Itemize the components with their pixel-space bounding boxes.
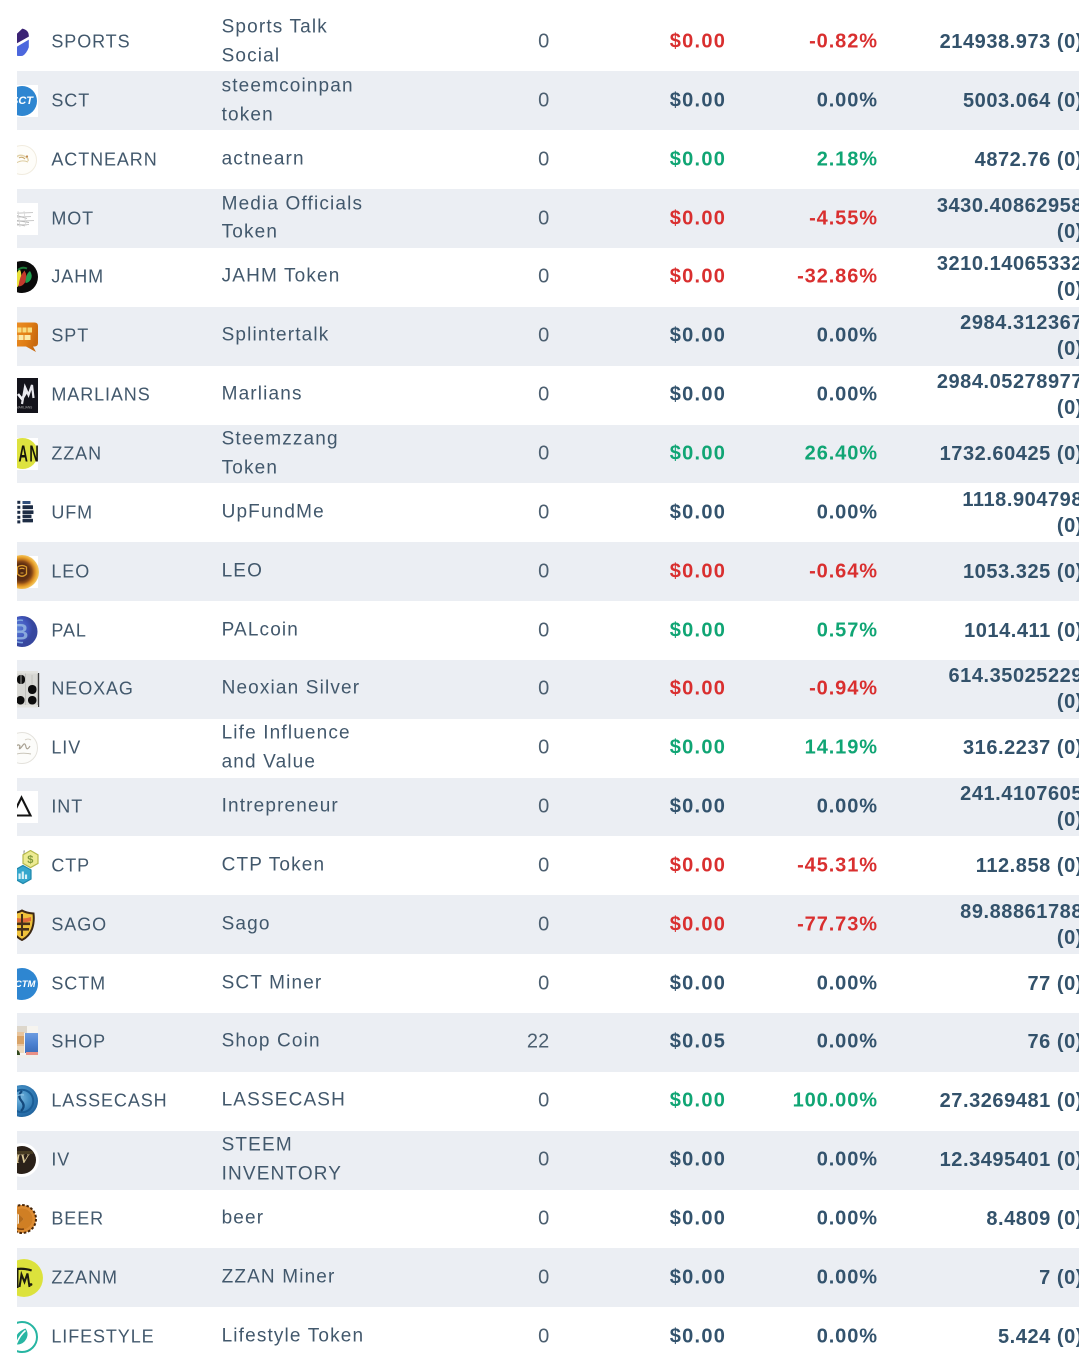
svg-text:MARLIANS: MARLIANS — [17, 406, 32, 410]
svg-text:$: $ — [27, 854, 33, 866]
svg-text:B: B — [17, 619, 28, 644]
